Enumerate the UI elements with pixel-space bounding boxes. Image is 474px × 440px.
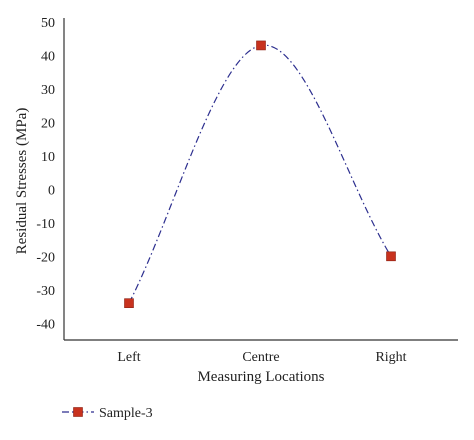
x-tick-label: Left xyxy=(117,350,140,365)
y-tick-label: 40 xyxy=(41,49,55,64)
series-markers xyxy=(124,40,396,308)
y-tick-label: -20 xyxy=(36,250,55,265)
data-point-marker xyxy=(386,251,396,262)
x-tick-label: Centre xyxy=(242,350,279,365)
series-line-sample-3 xyxy=(128,44,392,304)
y-axis-title: Residual Stresses (MPa) xyxy=(14,108,30,255)
axes xyxy=(63,18,458,341)
y-tick-label: 10 xyxy=(41,150,55,165)
y-tick-label: -30 xyxy=(36,284,55,299)
y-tick-labels: 50 40 30 20 10 0 -10 -20 -30 -40 xyxy=(36,16,55,332)
y-tick-label: -10 xyxy=(36,217,55,232)
data-point-marker xyxy=(124,298,134,308)
x-tick-label: Right xyxy=(375,350,406,365)
x-axis-title: Measuring Locations xyxy=(197,369,324,385)
y-tick-label: 20 xyxy=(41,116,55,131)
legend-marker-sample-3 xyxy=(73,407,83,417)
legend-label-sample-3: Sample-3 xyxy=(99,406,153,421)
y-tick-label: -40 xyxy=(36,317,55,332)
y-tick-label: 30 xyxy=(41,83,55,98)
legend: Sample-3 xyxy=(62,406,153,421)
data-point-marker xyxy=(256,40,266,51)
x-tick-labels: Left Centre Right xyxy=(117,350,406,365)
y-tick-label: 0 xyxy=(48,183,55,198)
y-tick-label: 50 xyxy=(41,16,55,31)
